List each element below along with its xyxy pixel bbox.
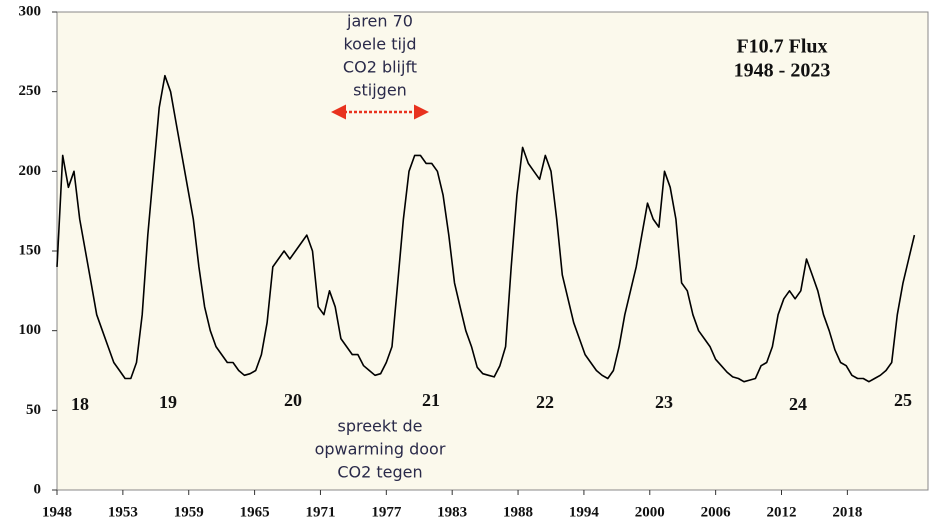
x-tick-label: 2006 [701, 504, 732, 520]
cycle-label: 22 [536, 392, 554, 412]
y-tick-label: 50 [26, 402, 41, 418]
cycle-label: 19 [159, 392, 177, 412]
annotation: spreekt de [337, 417, 422, 436]
x-tick-label: 2018 [832, 504, 862, 520]
annotation: jaren 70 [346, 12, 413, 31]
cycle-label: 18 [71, 394, 89, 414]
x-tick-label: 1994 [569, 504, 600, 520]
x-tick-label: 1988 [503, 504, 533, 520]
cycle-label: 21 [422, 390, 440, 410]
y-tick-label: 150 [19, 242, 42, 258]
annotation: CO2 tegen [337, 463, 422, 482]
y-tick-label: 200 [19, 163, 42, 179]
y-tick-label: 100 [19, 322, 42, 338]
annotation: koele tijd [343, 35, 416, 54]
annotation: opwarming door [315, 440, 446, 459]
x-tick-label: 1983 [437, 504, 467, 520]
x-tick-label: 2000 [635, 504, 665, 520]
plot-area [56, 11, 929, 491]
x-tick-label: 1977 [371, 504, 402, 520]
chart-title: F10.7 Flux [736, 36, 827, 58]
annotation: CO2 blijft [343, 58, 417, 77]
x-tick-label: 1959 [174, 504, 204, 520]
cycle-label: 20 [284, 390, 302, 410]
cycle-label: 23 [655, 392, 673, 412]
x-tick-label: 1948 [42, 504, 72, 520]
x-tick-label: 1953 [108, 504, 138, 520]
x-tick-label: 1971 [305, 504, 335, 520]
flux-line [56, 74, 916, 383]
y-tick-label: 250 [19, 83, 42, 99]
x-tick-label: 2012 [767, 504, 797, 520]
chart-title: 1948 - 2023 [734, 60, 831, 82]
x-tick-label: 1965 [240, 504, 270, 520]
y-tick-label: 300 [19, 3, 42, 19]
y-tick-label: 0 [34, 481, 42, 497]
annotation: stijgen [353, 81, 407, 100]
cycle-label: 24 [789, 394, 807, 414]
cycle-label: 25 [894, 390, 912, 410]
